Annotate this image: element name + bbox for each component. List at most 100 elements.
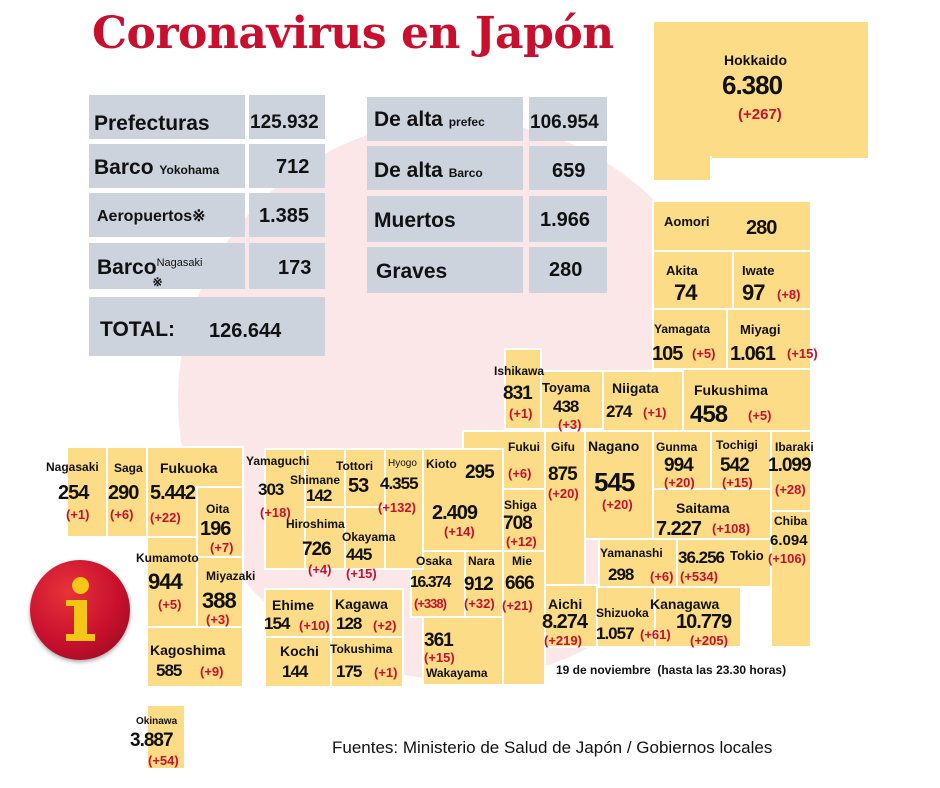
shizuoka-cases: 1.057 bbox=[596, 624, 635, 643]
ishikawa-cases: 831 bbox=[503, 383, 533, 404]
okayama-delta: (+15) bbox=[346, 566, 377, 581]
summary-dealta-value-box bbox=[529, 97, 607, 141]
tile-hokkaido-lower bbox=[652, 156, 712, 182]
tile-tottori bbox=[344, 448, 386, 508]
miyazaki-cases: 388 bbox=[202, 588, 237, 613]
summary-muertos-value: 1.966 bbox=[540, 209, 591, 231]
summary-aeropuertos-value: 1.385 bbox=[259, 205, 310, 227]
summary-graves-box bbox=[367, 247, 523, 293]
wakayama-cases: 361 bbox=[424, 630, 454, 651]
okayama-cases: 445 bbox=[346, 545, 372, 564]
tile-miyagi bbox=[726, 308, 812, 370]
gifu-cases: 875 bbox=[548, 464, 578, 485]
fukui-delta: (+6) bbox=[508, 466, 532, 481]
saitama-delta: (+108) bbox=[712, 521, 750, 536]
tile-tokio bbox=[676, 538, 772, 588]
tile-yamaguchi bbox=[264, 448, 306, 570]
ehime-cases: 154 bbox=[264, 614, 290, 633]
tokushima-cases: 175 bbox=[336, 662, 362, 681]
kioto-cases: 2.409 bbox=[432, 502, 478, 524]
oita-name: Oita bbox=[206, 502, 230, 516]
summary-dealta-label: De alta prefec bbox=[374, 108, 485, 131]
osaka-cases: 16.374 bbox=[410, 574, 451, 591]
summary-dealta-box bbox=[367, 97, 523, 141]
kagawa-delta: (+2) bbox=[373, 618, 397, 633]
miyagi-name: Miyagi bbox=[740, 322, 781, 337]
hiroshima-delta: (+4) bbox=[308, 562, 332, 577]
aomori-cases: 280 bbox=[746, 217, 777, 239]
nara-delta: (+32) bbox=[464, 596, 495, 611]
tochigi-name: Tochigi bbox=[716, 438, 758, 452]
shiga-name: Shiga bbox=[504, 498, 537, 512]
yamagata-name: Yamagata bbox=[654, 322, 711, 336]
iwate-name: Iwate bbox=[742, 263, 775, 278]
tile-hokkaido bbox=[652, 20, 870, 160]
shiga-delta: (+12) bbox=[506, 534, 537, 549]
saga-name: Saga bbox=[114, 461, 143, 475]
yamanashi-delta: (+6) bbox=[650, 569, 674, 584]
tile-kagoshima bbox=[146, 626, 244, 688]
nagasaki-name: Nagasaki bbox=[46, 460, 99, 474]
info-icon bbox=[30, 560, 130, 660]
summary-total-label: TOTAL: bbox=[100, 318, 176, 341]
nara-cases: 912 bbox=[464, 574, 494, 595]
shiga-cases: 708 bbox=[503, 513, 533, 534]
summary-total-box bbox=[89, 297, 325, 356]
ibaraki-cases: 1.099 bbox=[768, 455, 812, 476]
aomori-name: Aomori bbox=[664, 214, 710, 229]
summary-dealta-barco-value: 659 bbox=[552, 160, 586, 182]
oita-delta: (+7) bbox=[210, 540, 234, 555]
kanagawa-delta: (+205) bbox=[690, 633, 728, 648]
tile-okayama bbox=[344, 506, 386, 570]
tile-yamagata bbox=[652, 308, 728, 370]
akita-name: Akita bbox=[666, 263, 698, 278]
kochi-cases: 144 bbox=[282, 662, 308, 681]
tile-kagawa bbox=[330, 588, 404, 638]
summary-barco2-label: Barco※Nagasaki bbox=[97, 256, 203, 289]
tokio-delta: (+534) bbox=[680, 569, 718, 584]
gunma-name: Gunma bbox=[656, 440, 698, 454]
iwate-cases: 97 bbox=[742, 280, 766, 305]
summary-total-value: 126.644 bbox=[209, 320, 282, 342]
shimane-cases: 142 bbox=[306, 486, 332, 505]
tokio-name: Tokio bbox=[730, 548, 764, 563]
info-icon-stem bbox=[74, 600, 87, 638]
toyama-delta: (+3) bbox=[558, 417, 582, 432]
ibaraki-name: Ibaraki bbox=[775, 440, 814, 454]
kochi-name: Kochi bbox=[280, 643, 319, 659]
ibaraki-delta: (+28) bbox=[775, 482, 806, 497]
ishikawa-delta: (+1) bbox=[509, 406, 533, 421]
shizuoka-name: Shizuoka bbox=[596, 606, 649, 620]
aichi-delta: (+219) bbox=[544, 633, 582, 648]
tochigi-delta: (+15) bbox=[722, 475, 753, 490]
gifu-delta: (+20) bbox=[548, 486, 579, 501]
summary-muertos-label: Muertos bbox=[374, 209, 456, 232]
kanagawa-cases: 10.779 bbox=[676, 611, 732, 633]
summary-barco-value-box bbox=[249, 144, 325, 188]
fukuoka-name: Fukuoka bbox=[160, 460, 218, 476]
toyama-name: Toyama bbox=[542, 380, 591, 395]
miyazaki-delta: (+3) bbox=[206, 612, 230, 627]
summary-graves-value: 280 bbox=[549, 259, 583, 281]
iwate-delta: (+8) bbox=[777, 287, 801, 302]
chiba-delta: (+106) bbox=[768, 551, 806, 566]
wakayama-delta: (+15) bbox=[424, 650, 455, 665]
oita-cases: 196 bbox=[200, 518, 231, 540]
summary-dealta-value: 106.954 bbox=[530, 112, 599, 133]
saga-delta: (+6) bbox=[110, 507, 134, 522]
nagano-cases: 545 bbox=[594, 467, 635, 497]
yamaguchi-cases: 303 bbox=[258, 480, 284, 499]
fukui-cases: 295 bbox=[465, 462, 495, 483]
summary-barco2-value: 173 bbox=[278, 257, 312, 279]
fukuoka-delta: (+22) bbox=[150, 510, 181, 525]
osaka-delta: (+338) bbox=[414, 596, 447, 611]
summary-barco2-box bbox=[89, 243, 245, 289]
ehime-name: Ehime bbox=[272, 597, 315, 613]
tile-aomori bbox=[652, 200, 812, 252]
hokkaido-cases: 6.380 bbox=[722, 70, 783, 100]
fukushima-name: Fukushima bbox=[694, 382, 768, 398]
okinawa-name: Okinawa bbox=[136, 716, 178, 727]
tokio-cases: 36.256 bbox=[678, 548, 725, 567]
hokkaido-delta: (+267) bbox=[738, 106, 782, 123]
gunma-delta: (+20) bbox=[664, 475, 695, 490]
